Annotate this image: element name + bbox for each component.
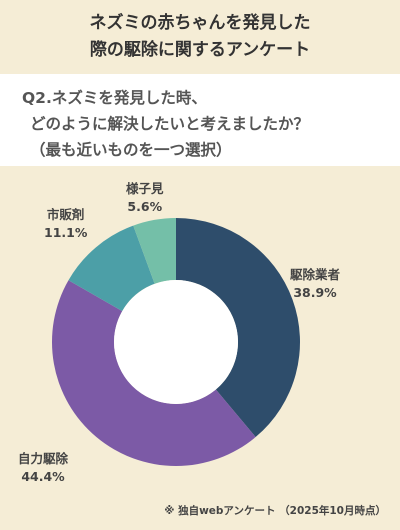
category-label: 様子見 [126, 181, 164, 196]
slice-exterminator [176, 218, 300, 438]
category-label: 自力駆除 [18, 451, 69, 466]
slice-wait [133, 218, 176, 284]
slice-label-exterminator: 駆除業者 38.9% [290, 266, 340, 302]
value-label: 11.1% [44, 225, 88, 240]
slice-label-self: 自力駆除 44.4% [18, 450, 68, 486]
donut-hole [114, 280, 238, 404]
value-label: 5.6% [127, 199, 163, 214]
question-line-3: （最も近いものを一つ選択） [30, 141, 232, 159]
title-line-1: ネズミの赤ちゃんを発見した [89, 13, 311, 33]
slice-label-commercial: 市販剤 11.1% [44, 206, 87, 242]
value-label: 44.4% [21, 469, 65, 484]
category-label: 駆除業者 [290, 267, 341, 282]
category-label: 市販剤 [46, 207, 85, 222]
slice-commercial [68, 225, 155, 312]
footnote: ※ 独自webアンケート （2025年10月時点） [164, 505, 386, 517]
question-box: Q2.ネズミを発見した時、 どのように解決したいと考えましたか？ （最も近いもの… [0, 74, 400, 166]
title-line-2: 際の駆除に関するアンケート [89, 40, 311, 60]
question-line-1: Q2.ネズミを発見した時、 [22, 89, 207, 107]
value-label: 38.9% [293, 285, 337, 300]
chart-title: ネズミの赤ちゃんを発見した 際の駆除に関するアンケート [0, 10, 400, 64]
question-line-2: どのように解決したいと考えましたか？ [30, 115, 310, 133]
slice-self [52, 280, 256, 466]
donut-chart [52, 218, 300, 466]
slice-label-wait: 様子見 5.6% [126, 180, 164, 216]
